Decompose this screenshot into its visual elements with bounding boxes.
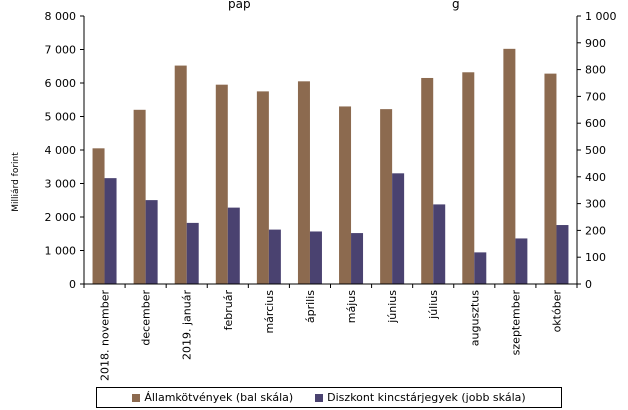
bar-bonds [339,106,352,284]
right-tick-label: 500 [585,144,606,157]
y-axis-label: Milliárd forint [11,152,21,212]
bar-tbills [392,173,405,284]
legend-label-bonds: Államkötvények (bal skála) [144,391,294,404]
chart-title-fragment-left: pap [228,0,251,11]
left-tick-label: 6 000 [45,77,77,90]
bar-bonds [133,109,146,284]
bar-bonds [421,77,434,284]
left-tick-label: 7 000 [45,44,77,57]
bar-tbills [433,204,446,284]
chart-title-fragment-right: g [452,0,460,11]
right-tick-label: 600 [585,117,606,130]
bar-tbills [104,178,117,284]
left-tick-label: 5 000 [45,111,77,124]
bar-bonds [544,73,557,285]
right-tick-label: 800 [585,64,606,77]
right-tick-label: 1 000 [585,10,617,23]
bar-bonds [297,81,310,284]
category-label: október [550,290,563,333]
left-tick-label: 2 000 [45,211,77,224]
right-tick-label: 400 [585,171,606,184]
category-label: 2018. november [99,290,112,381]
category-label: április [304,290,317,323]
left-tick-label: 1 000 [45,245,77,258]
bar-tbills [515,238,528,284]
category-label: december [140,290,153,346]
bar-tbills [268,229,281,284]
category-label: 2019. január [181,290,194,360]
left-tick-label: 3 000 [45,178,77,191]
legend-swatch-bonds [132,393,141,402]
category-label: június [386,290,399,324]
bar-bonds [256,91,269,284]
bar-tbills [351,233,364,284]
right-tick-label: 200 [585,224,606,237]
right-axis-ticks: 0 100 200 300 400 500 600 700 800 900 1 000 [577,10,617,291]
right-tick-label: 100 [585,251,606,264]
bar-bonds [92,148,105,284]
category-label: szeptember [509,290,522,356]
right-tick-label: 0 [585,278,592,291]
left-axis-ticks: 0 1 000 2 000 3 000 4 000 5 000 6 000 7 000 8 00… [45,10,84,291]
bar-tbills [186,222,199,284]
legend-item-tbills: Diszkont kincstárjegyek (jobb skála) [315,391,526,404]
bar-bonds [174,65,187,284]
right-tick-label: 700 [585,90,606,103]
category-label: május [345,290,358,323]
bar-tbills [227,207,240,284]
legend: Államkötvények (bal skála) Diszkont kinc… [96,387,562,408]
bar-bonds [503,48,516,284]
category-label: augusztus [468,290,481,346]
legend-swatch-tbills [315,393,324,402]
category-label: július [427,290,440,320]
right-tick-label: 900 [585,37,606,50]
bar-tbills [474,252,487,284]
bar-bonds [215,84,228,284]
category-label: március [263,290,276,334]
left-tick-label: 0 [69,278,76,291]
bar-tbills [309,231,322,284]
bars [92,48,569,285]
right-tick-label: 300 [585,198,606,211]
bar-bonds [380,109,393,284]
bar-tbills [145,200,158,284]
legend-item-bonds: Államkötvények (bal skála) [132,391,293,404]
legend-label-tbills: Diszkont kincstárjegyek (jobb skála) [327,391,526,404]
left-tick-label: 4 000 [45,144,77,157]
category-labels: 2018. november december 2019. január februá… [83,284,578,381]
category-label: február [222,290,235,331]
bar-tbills [556,225,569,284]
left-tick-label: 8 000 [45,10,77,23]
bar-bonds [462,72,475,284]
bar-chart: Milliárd forint pap g 0 1 000 2 000 3 000 4 … [11,0,617,381]
